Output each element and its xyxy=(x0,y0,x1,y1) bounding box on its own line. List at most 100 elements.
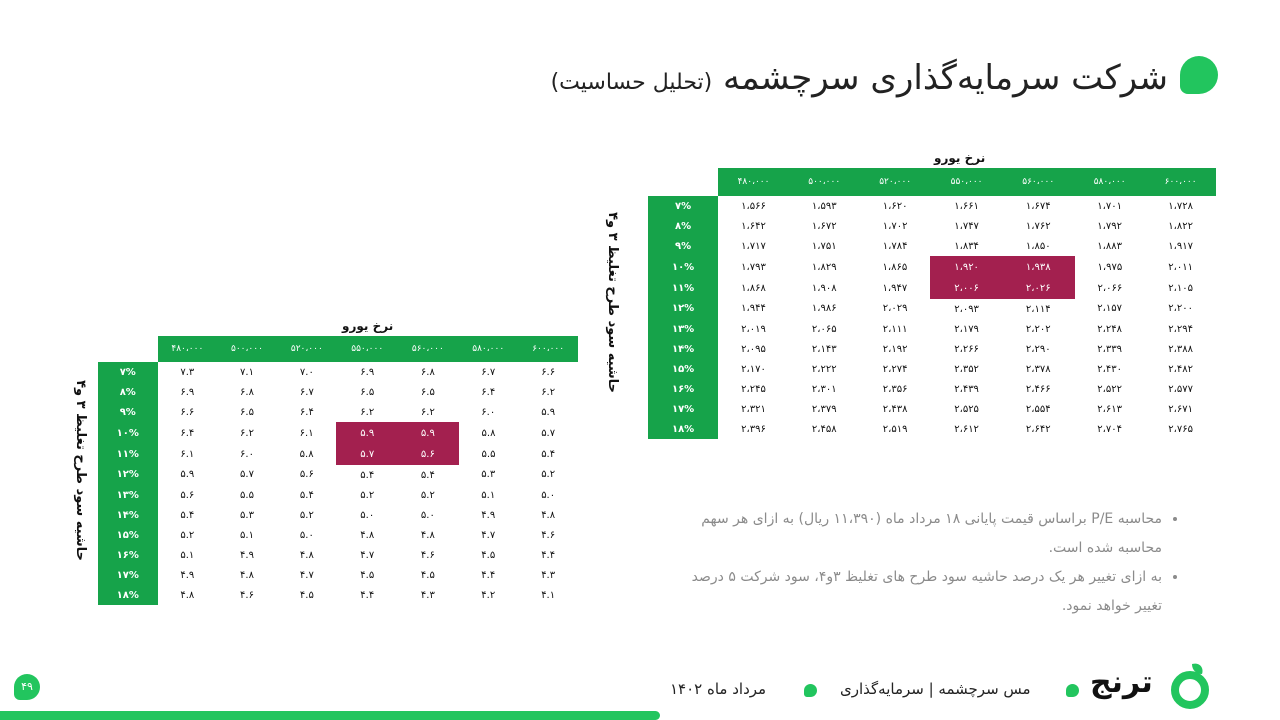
right-table-row: ۱۲% ۱،۹۴۴ ۱،۹۸۶ ۲،۰۲۹ ۲،۰۹۳ ۲،۱۱۴ ۲،۱۵۷ ۲،۲۰۰ xyxy=(648,298,1216,319)
right-table-row-header: ۱۲% xyxy=(648,298,719,319)
right-table-cell: ۲،۳۵۲ xyxy=(954,363,979,375)
notes: محاسبه P/E براساس قیمت پایانی ۱۸ مرداد م… xyxy=(690,505,1180,621)
left-table-cell: ۴.۸ xyxy=(240,569,254,581)
left-table-cell: ۶.۰ xyxy=(240,448,254,460)
left-table-cell: ۶.۴ xyxy=(299,406,314,418)
left-table-cell: ۶.۱ xyxy=(299,427,314,439)
right-table-cell: ۱،۷۱۷ xyxy=(741,240,766,252)
left-table-cell: ۵.۵ xyxy=(481,448,496,460)
right-table-cell: ۱،۷۶۲ xyxy=(1025,220,1051,232)
right-table-cell: ۲،۳۷۸ xyxy=(1025,363,1051,375)
right-table-cell: ۲،۱۹۲ xyxy=(882,343,908,355)
right-table-cell: ۲،۳۵۶ xyxy=(882,383,908,395)
right-table-col-header: ۵۸۰،۰۰۰ xyxy=(1074,168,1146,196)
left-table-col-axis-label: نرخ یورو xyxy=(342,319,394,333)
right-table-row: ۱۱% ۱،۸۶۸ ۱،۹۰۸ ۱،۹۴۷ ۲،۰۰۶ ۲،۰۲۶ ۲،۰۶۶ ۲،۱۰۵ xyxy=(648,277,1216,299)
footer-accent-bar xyxy=(0,711,660,720)
right-table-cell: ۱،۷۲۸ xyxy=(1168,200,1193,212)
left-table-row: ۱۵% ۵.۲ ۵.۱ ۵.۰ ۴.۸ ۴.۸ ۴.۷ ۴.۶ xyxy=(98,525,578,545)
right-table-cell: ۲،۲۰۲ xyxy=(1025,323,1051,335)
right-table-cell: ۲،۳۹۶ xyxy=(741,423,766,435)
left-table-row-axis-label: حاشیه سود طرح تغلیظ ۳ و۴ xyxy=(72,380,88,561)
left-table-row: ۱۰% ۶.۴ ۶.۲ ۶.۱ ۵.۹ ۵.۹ ۵.۸ ۵.۷ xyxy=(98,422,578,444)
left-table-cell: ۵.۰ xyxy=(360,509,375,521)
left-table-cell: ۴.۷ xyxy=(299,569,314,581)
left-table-cell: ۴.۵ xyxy=(299,589,314,601)
left-table-cell: ۶.۵ xyxy=(240,406,254,418)
right-table-cell: ۱،۸۲۲ xyxy=(1168,220,1193,232)
left-table-cell: ۴.۸ xyxy=(541,509,556,521)
left-table-corner xyxy=(98,336,158,362)
left-table-cell: ۶.۰ xyxy=(481,406,496,418)
left-table-col-header: ۶۰۰،۰۰۰ xyxy=(518,336,578,362)
right-table-cell: ۲،۷۰۴ xyxy=(1097,423,1122,435)
right-table-cell: ۲،۵۵۴ xyxy=(1025,403,1051,415)
right-table-row: ۷% ۱،۵۶۶ ۱،۵۹۳ ۱،۶۲۰ ۱،۶۶۱ ۱،۶۷۴ ۱،۷۰۱ ۱،۷۲۸ xyxy=(648,196,1216,216)
left-table-cell: ۴.۶ xyxy=(541,529,556,541)
left-table-cell: ۶.۵ xyxy=(360,386,375,398)
right-table-cell: ۲،۲۴۵ xyxy=(741,383,766,395)
right-table-cell: ۱،۹۴۴ xyxy=(741,303,766,315)
right-table-row-header: ۱۴% xyxy=(648,339,719,359)
left-table-col-header: ۵۵۰،۰۰۰ xyxy=(336,336,398,362)
right-table-cell: ۱،۹۳۸ xyxy=(1001,256,1075,278)
right-table-row-header: ۱۶% xyxy=(648,379,719,399)
left-table-cell: ۵.۰ xyxy=(299,529,314,541)
left-table-cell: ۵.۵ xyxy=(240,489,254,501)
left-table-cell: ۵.۴ xyxy=(541,448,556,460)
footer-date: مرداد ماه ۱۴۰۲ xyxy=(670,680,767,698)
page-title: شرکت سرمایه‌گذاری سرچشمه (تحلیل حساسیت) xyxy=(551,58,1168,98)
right-table-cell: ۱،۸۶۸ xyxy=(741,282,766,294)
right-table-col-axis-label: نرخ یورو xyxy=(934,151,986,165)
left-table-cell: ۵.۷ xyxy=(240,469,254,481)
right-table-cell: ۲،۳۳۹ xyxy=(1097,343,1122,355)
right-table-cell: ۲،۶۱۳ xyxy=(1097,403,1122,415)
right-table-cell: ۲،۰۱۱ xyxy=(1168,261,1193,273)
right-table-cell: ۲،۴۳۹ xyxy=(954,383,979,395)
left-table-cell: ۶.۹ xyxy=(180,386,195,398)
left-table-cell: ۶.۸ xyxy=(420,366,435,378)
left-table-col-header: ۵۶۰،۰۰۰ xyxy=(397,336,459,362)
page-title-main: شرکت سرمایه‌گذاری سرچشمه xyxy=(723,58,1168,98)
right-table-cell: ۲،۷۶۵ xyxy=(1168,423,1193,435)
left-table-row-header: ۱۶% xyxy=(98,545,158,565)
right-table-cell: ۲،۴۶۶ xyxy=(1025,383,1051,395)
left-table-cell: ۶.۲ xyxy=(360,406,375,418)
left-table-cell: ۴.۶ xyxy=(420,549,435,561)
left-table-cell: ۴.۹ xyxy=(180,569,195,581)
left-table-cell: ۶.۷ xyxy=(299,386,314,398)
right-table-cell: ۲،۲۷۴ xyxy=(882,363,908,375)
right-table-cell: ۲،۲۶۶ xyxy=(954,343,979,355)
left-table-cell: ۵.۶ xyxy=(180,489,195,501)
right-table-cell: ۱،۹۴۷ xyxy=(882,282,908,294)
logo-icon xyxy=(1171,663,1209,709)
right-table-row-header: ۷% xyxy=(648,196,719,216)
left-table-cell: ۶.۲ xyxy=(541,386,556,398)
right-table-row-header: ۱۷% xyxy=(648,399,719,419)
left-table-cell: ۵.۹ xyxy=(336,422,399,444)
left-table-cell: ۴.۹ xyxy=(240,549,254,561)
left-table-cell: ۵.۱ xyxy=(240,529,254,541)
left-table-cell: ۴.۳ xyxy=(420,589,435,601)
right-table-cell: ۲،۱۵۷ xyxy=(1097,303,1122,315)
right-table-cell: ۲،۶۱۲ xyxy=(954,423,979,435)
right-table-cell: ۱،۵۹۳ xyxy=(811,200,837,212)
left-table-row-header: ۱۳% xyxy=(98,485,158,505)
right-table-cell: ۱،۸۳۴ xyxy=(954,240,979,252)
left-table-cell: ۵.۱ xyxy=(481,489,496,501)
right-table-cell: ۲،۰۲۶ xyxy=(1001,277,1075,299)
note-item: محاسبه P/E براساس قیمت پایانی ۱۸ مرداد م… xyxy=(690,505,1162,563)
right-table-cell: ۲،۵۱۹ xyxy=(882,423,908,435)
right-table-cell: ۲،۴۵۸ xyxy=(811,423,837,435)
left-table-cell: ۵.۲ xyxy=(299,509,314,521)
left-table-cell: ۴.۵ xyxy=(481,549,496,561)
left-table-cell: ۵.۰ xyxy=(541,489,556,501)
left-table-row: ۱۴% ۵.۴ ۵.۳ ۵.۲ ۵.۰ ۵.۰ ۴.۹ ۴.۸ xyxy=(98,505,578,525)
left-table-cell: ۶.۶ xyxy=(541,366,556,378)
right-table-cell: ۲،۲۴۸ xyxy=(1097,323,1122,335)
left-table-row: ۱۱% ۶.۱ ۶.۰ ۵.۸ ۵.۷ ۵.۶ ۵.۵ ۵.۴ xyxy=(98,443,578,465)
right-table-cell: ۱،۷۵۱ xyxy=(811,240,837,252)
left-table-cell: ۶.۶ xyxy=(180,406,195,418)
right-table-cell: ۲،۵۲۲ xyxy=(1097,383,1122,395)
left-table-cell: ۵.۷ xyxy=(541,427,556,439)
